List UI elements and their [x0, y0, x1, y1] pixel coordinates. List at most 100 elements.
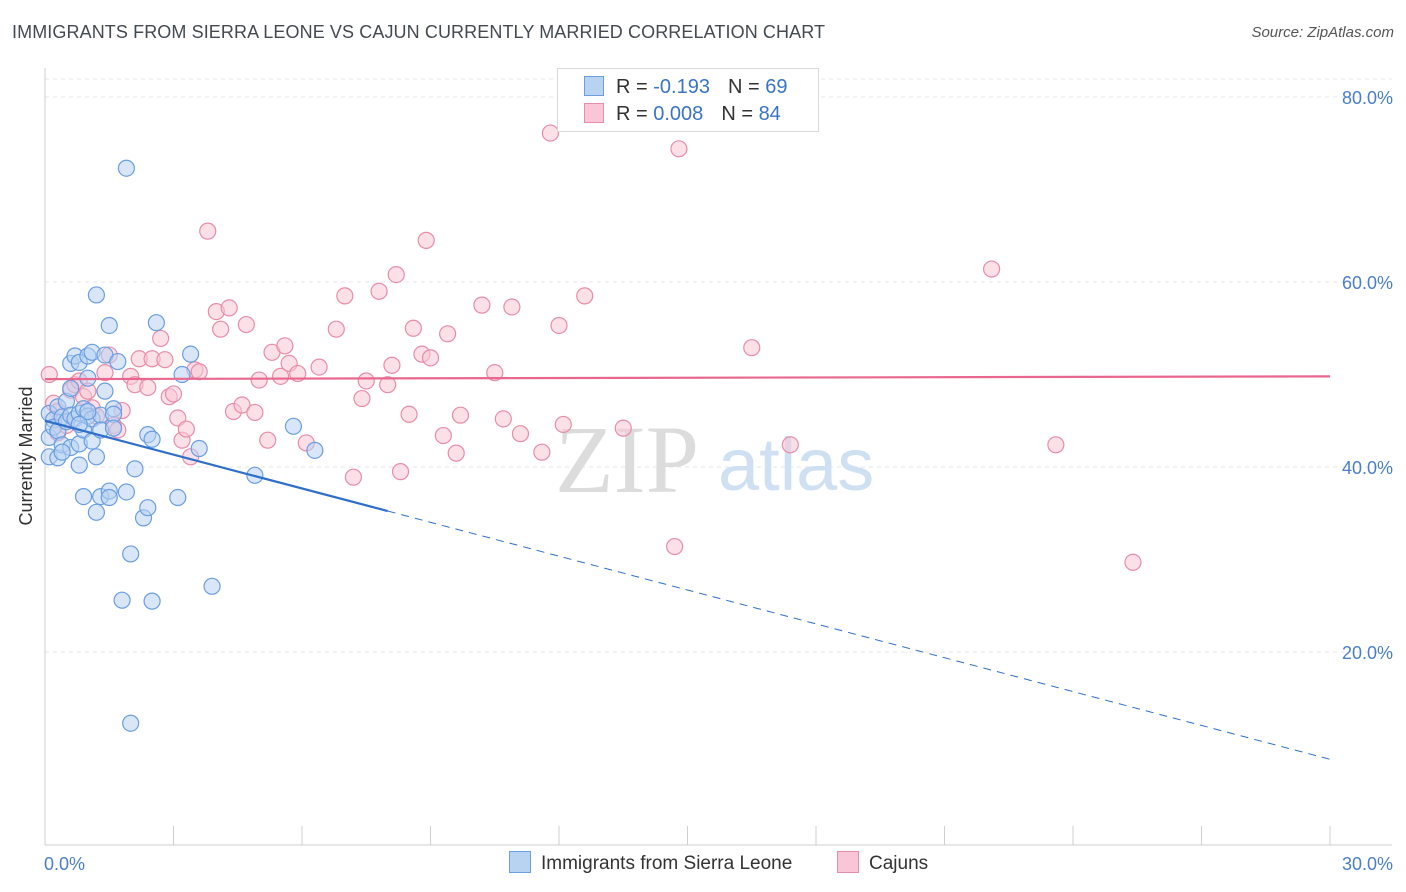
gridlines	[45, 78, 1392, 653]
cajuns-point	[271, 367, 290, 385]
cajuns-point	[1124, 553, 1142, 571]
sierra-leone-point	[173, 365, 191, 384]
cajuns-point	[434, 426, 452, 445]
cajuns-point	[353, 389, 371, 408]
sierra-leone-point	[100, 488, 118, 507]
sierra-leone-point	[306, 441, 324, 459]
cajuns-point	[164, 385, 183, 403]
sierra-leone-point	[126, 460, 144, 478]
bottom-legend-swatch-blue	[509, 851, 531, 873]
sierra-leone-trend-dashed	[387, 510, 1331, 760]
legend-r-label: R =	[616, 103, 654, 125]
sierra-leone-point	[117, 483, 135, 501]
source-credit: Source: ZipAtlas.com	[1251, 24, 1394, 41]
cajuns-point	[246, 403, 264, 422]
cajuns-point	[503, 298, 521, 316]
cajuns-point	[614, 419, 632, 437]
sierra-leone-point	[96, 382, 114, 400]
cajuns-point	[344, 468, 362, 486]
cajuns-point	[199, 222, 217, 240]
bottom-legend-label: Immigrants from Sierra Leone	[541, 853, 793, 874]
sierra-leone-point	[53, 443, 71, 461]
zipatlas-watermark: ZIP atlas	[555, 406, 874, 513]
cajuns-point	[451, 406, 470, 424]
chart-title: IMMIGRANTS FROM SIERRA LEONE VS CAJUN CU…	[12, 22, 826, 42]
legend-swatch-pink	[584, 103, 604, 123]
sierra-leone-point	[109, 352, 127, 371]
sierra-leone-point	[122, 545, 140, 563]
sierra-leone-trend-solid	[44, 419, 388, 513]
sierra-leone-point	[147, 314, 165, 332]
sierra-leone-point	[284, 417, 303, 435]
cajuns-point	[550, 316, 568, 335]
sierra-leone-point	[87, 503, 106, 521]
sierra-leone-point	[70, 456, 88, 474]
cajuns-point	[139, 378, 157, 397]
sierra-leone-point	[74, 488, 93, 506]
cajuns-point	[233, 396, 251, 414]
cajuns-point	[533, 443, 551, 461]
legend-r-label: R =	[616, 76, 654, 98]
cajuns-point	[417, 231, 435, 249]
y-tick-label: 80.0%	[1342, 88, 1393, 108]
sierra-leone-point	[143, 592, 161, 610]
cajuns-point	[486, 364, 504, 382]
cajuns-point	[96, 364, 114, 382]
cajuns-point	[1047, 436, 1065, 454]
sierra-leone-point	[139, 499, 157, 517]
x-tick-label: 30.0%	[1342, 854, 1393, 874]
x-tick-label: 0.0%	[44, 854, 85, 874]
cajuns-point	[439, 325, 457, 343]
cajuns-point	[670, 140, 688, 158]
cajuns-point	[152, 329, 170, 348]
cajuns-point	[743, 339, 761, 357]
cajuns-point	[336, 287, 354, 305]
bottom-legend-cajuns: Cajuns	[837, 851, 928, 875]
cajuns-point	[421, 349, 440, 367]
cajuns-point	[220, 299, 238, 317]
cajuns-point	[310, 358, 328, 376]
sierra-leone-point	[62, 379, 80, 397]
sierra-leone-point	[169, 488, 187, 507]
watermark-atlas: atlas	[718, 423, 874, 506]
series-sierra-leone-points	[40, 159, 324, 732]
bottom-legend-sierra-leone: Immigrants from Sierra Leone	[509, 851, 792, 875]
sierra-leone-point	[87, 448, 106, 466]
y-tick-label: 40.0%	[1342, 458, 1393, 478]
legend-row-cajuns: R = 0.008 N = 84	[584, 103, 781, 127]
bottom-legend-label: Cajuns	[869, 853, 929, 874]
cajuns-point	[554, 415, 572, 434]
cajuns-point	[473, 296, 491, 314]
bottom-legend-swatch-pink	[837, 851, 859, 873]
cajuns-point	[400, 405, 418, 423]
cajuns-point	[666, 537, 684, 556]
legend-r-value: -0.193	[653, 76, 710, 98]
cajuns-point	[190, 363, 208, 381]
sierra-leone-point	[87, 286, 106, 304]
sierra-leone-point	[190, 439, 208, 458]
sierra-leone-point	[100, 316, 118, 335]
y-tick-label: 20.0%	[1342, 643, 1393, 663]
cajuns-point	[370, 282, 388, 300]
cajuns-point	[511, 425, 530, 443]
sierra-leone-point	[143, 430, 161, 448]
legend-n-label: N =	[727, 76, 766, 98]
sierra-leone-point	[122, 714, 140, 732]
sierra-leone-point	[117, 159, 135, 177]
cajuns-point	[276, 337, 294, 355]
cajuns-point	[391, 463, 410, 481]
cajuns-point	[383, 356, 401, 374]
cajuns-trend	[44, 375, 1331, 381]
legend-swatch-blue	[584, 76, 604, 96]
cajuns-point	[379, 376, 397, 394]
legend-n-label: N =	[721, 103, 759, 125]
sierra-leone-point	[113, 591, 131, 609]
cajuns-point	[541, 124, 560, 142]
cajuns-point	[259, 431, 277, 449]
cajuns-point	[781, 436, 799, 454]
y-axis-label: Currently Married	[16, 386, 36, 525]
cajuns-point	[357, 372, 375, 390]
trend-lines	[44, 375, 1331, 760]
cajuns-point	[447, 444, 465, 462]
cajuns-point	[177, 420, 195, 438]
